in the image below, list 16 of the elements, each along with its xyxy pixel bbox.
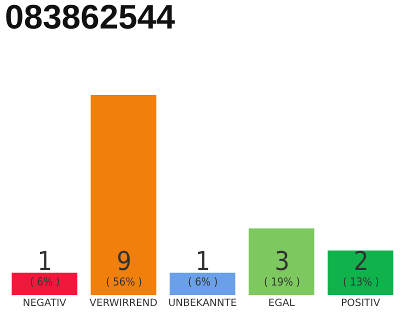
data-label: 1 ( 6% ) xyxy=(30,247,60,289)
data-label: 1 ( 6% ) xyxy=(188,247,218,289)
x-tick-label: UNBEKANNTE xyxy=(168,298,237,309)
data-label: 2 ( 13% ) xyxy=(343,247,380,289)
x-tick-label: EGAL xyxy=(268,298,296,309)
x-tick-label: POSITIV xyxy=(340,298,380,309)
chart-title: 083862544 xyxy=(4,0,176,37)
bar xyxy=(90,95,156,295)
data-label: 3 ( 19% ) xyxy=(264,247,300,289)
bar xyxy=(248,228,314,295)
bar xyxy=(328,250,394,295)
x-tick-label: NEGATIV xyxy=(22,298,66,309)
x-tick-label: VERWIRREND xyxy=(90,298,158,309)
bar xyxy=(12,272,78,295)
data-label: 9 ( 56% ) xyxy=(106,247,142,289)
bar xyxy=(170,272,236,295)
